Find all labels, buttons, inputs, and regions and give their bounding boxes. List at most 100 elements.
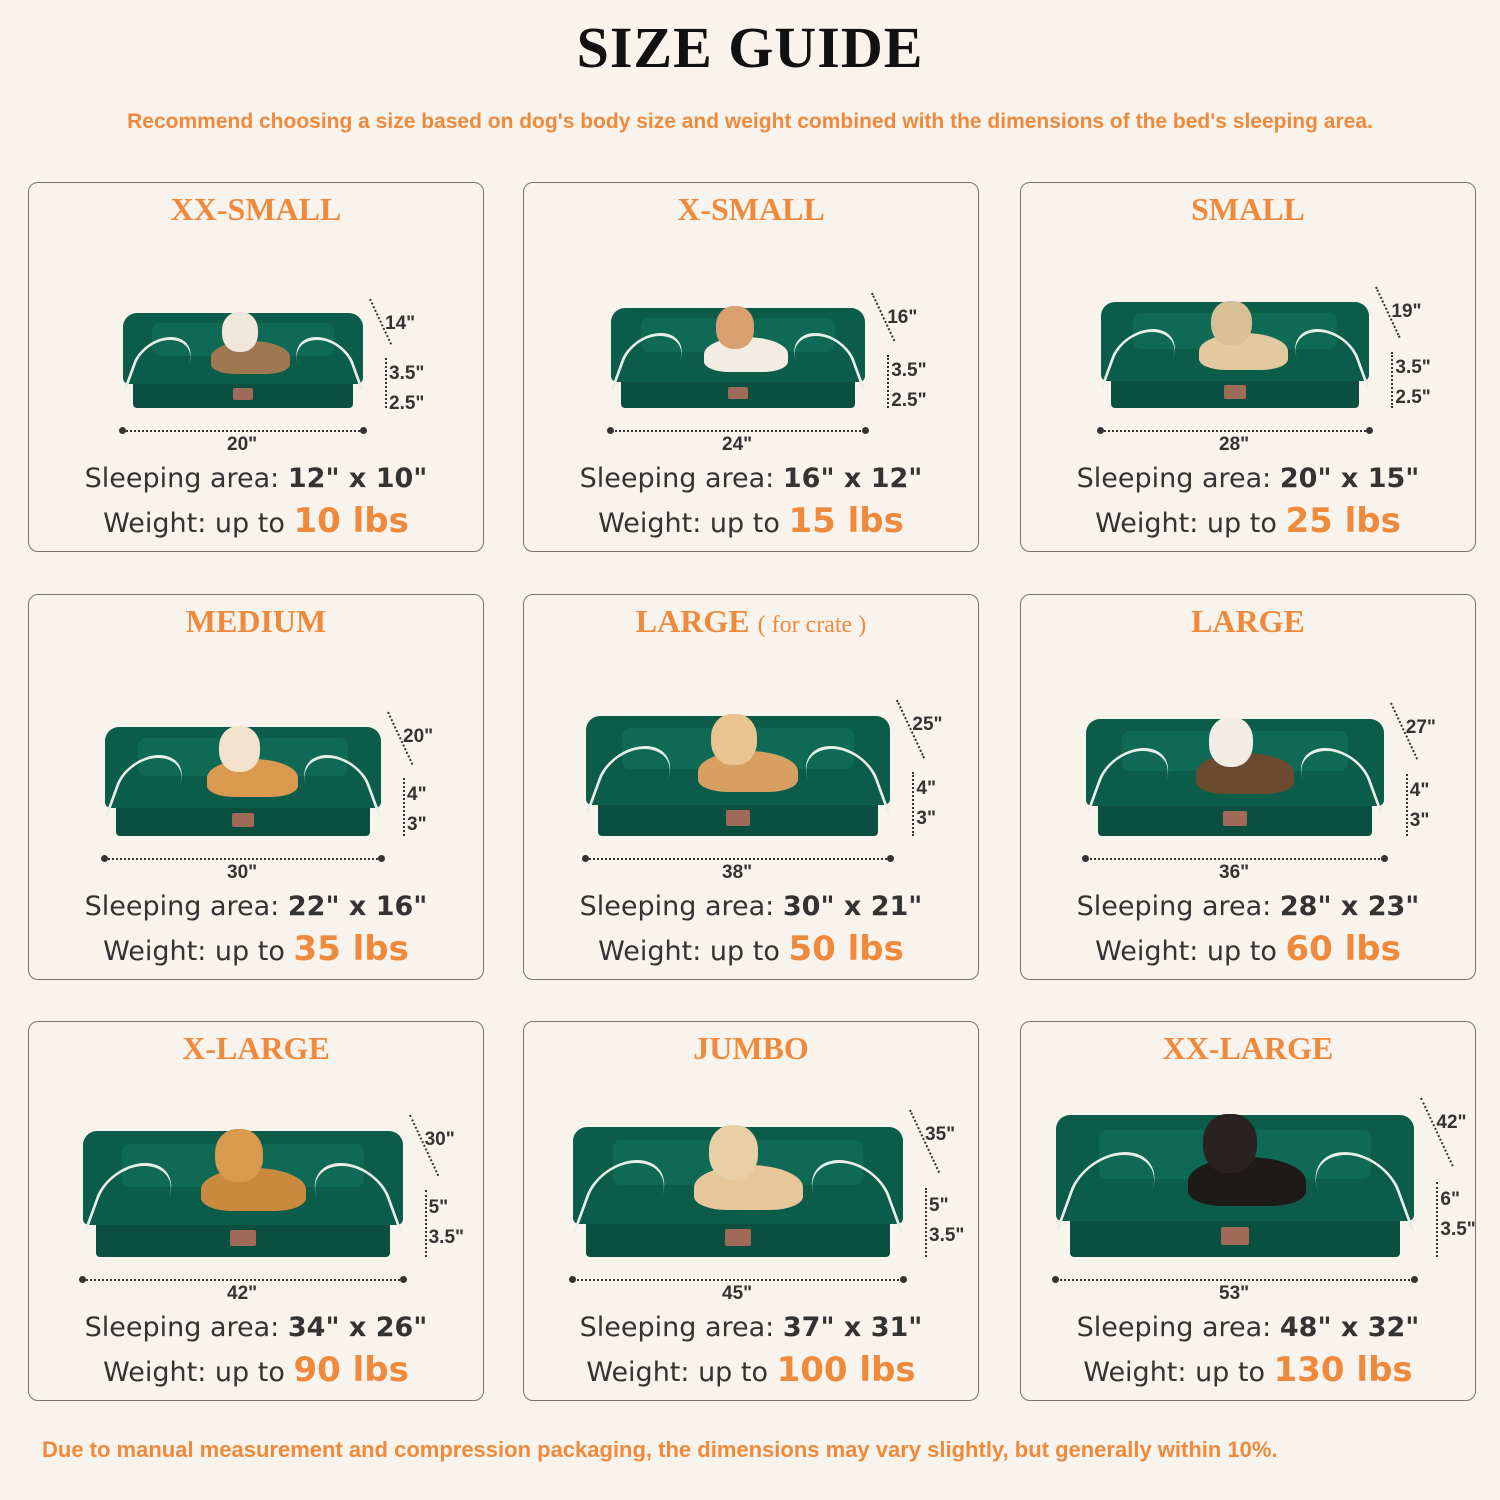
dog-image	[1176, 288, 1294, 370]
depth-label: 42"	[1436, 1112, 1467, 1134]
logo-tag	[230, 1230, 256, 1247]
width-label: 30"	[227, 862, 258, 883]
top-height-label: 3.5"	[891, 359, 927, 381]
height-dimension-line	[424, 1189, 427, 1257]
logo-tag	[1223, 811, 1247, 826]
weight-limit: Weight: up to 15 lbs	[598, 501, 904, 541]
size-card: LARGE 27" 4" 3" 36" Sleeping area: 28" x…	[1020, 594, 1476, 980]
sleeping-area: Sleeping area: 37" x 31"	[579, 1312, 923, 1343]
depth-label: 30"	[424, 1128, 455, 1150]
size-card: SMALL 19" 3.5" 2.5" 28" Sleeping area: 2…	[1020, 182, 1476, 552]
width-dimension-line	[606, 427, 870, 434]
depth-label: 27"	[1405, 717, 1436, 738]
top-height-label: 3.5"	[389, 362, 425, 384]
bed-image	[104, 720, 382, 836]
top-height-label: 5"	[428, 1196, 449, 1218]
width-dimension-line	[581, 855, 895, 862]
sleeping-area: Sleeping area: 30" x 21"	[579, 891, 923, 922]
width-label: 42"	[227, 1283, 258, 1304]
size-name: LARGE	[1191, 603, 1305, 639]
size-card: XX-LARGE 42" 6" 3.5" 53" Sleeping area: …	[1020, 1021, 1476, 1401]
sleeping-area: Sleeping area: 20" x 15"	[1076, 463, 1420, 494]
width-dimension-line	[1096, 427, 1374, 434]
depth-label: 35"	[925, 1124, 956, 1146]
width-dimension-line	[569, 1276, 907, 1283]
size-card: LARGE ( for crate ) 25" 4" 3" 38" Sleepi…	[523, 594, 979, 980]
size-name: XX-SMALL	[170, 191, 342, 227]
width-dimension-line	[101, 855, 385, 862]
width-label: 20"	[227, 434, 258, 455]
sleeping-area: Sleeping area: 22" x 16"	[84, 891, 428, 922]
depth-label: 14"	[385, 313, 416, 335]
top-height-label: 4"	[916, 778, 936, 800]
weight-limit: Weight: up to 35 lbs	[103, 929, 409, 969]
logo-tag	[1220, 1226, 1250, 1245]
base-height-label: 3"	[1409, 809, 1430, 831]
base-height-label: 2.5"	[891, 389, 927, 411]
height-dimension-line	[887, 354, 890, 408]
height-dimension-line	[1436, 1181, 1439, 1257]
dog-image	[1156, 1097, 1314, 1206]
dog-image	[173, 1115, 313, 1212]
width-label: 53"	[1219, 1283, 1250, 1304]
height-dimension-line	[925, 1187, 927, 1257]
bed-image	[83, 1123, 403, 1257]
sleeping-area: Sleeping area: 12" x 10"	[84, 463, 428, 494]
bed-image	[122, 307, 364, 408]
logo-tag	[725, 810, 751, 826]
base-height-label: 3"	[916, 808, 936, 830]
base-height-label: 3.5"	[929, 1224, 965, 1246]
top-height-label: 6"	[1440, 1189, 1460, 1211]
top-height-label: 4"	[1409, 779, 1430, 801]
width-label: 36"	[1219, 862, 1250, 883]
footer-note: Due to manual measurement and compressio…	[42, 1437, 1278, 1462]
size-name: X-LARGE	[182, 1030, 330, 1066]
dog-image	[671, 700, 805, 793]
depth-label: 19"	[1391, 301, 1422, 323]
top-height-label: 4"	[407, 783, 427, 805]
sleeping-area: Sleeping area: 16" x 12"	[579, 463, 923, 494]
base-height-label: 2.5"	[389, 392, 425, 414]
size-name: SMALL	[1191, 191, 1305, 227]
depth-label: 20"	[403, 726, 434, 748]
sleeping-area: Sleeping area: 48" x 32"	[1076, 1312, 1420, 1343]
bed-image	[573, 1118, 903, 1257]
weight-limit: Weight: up to 25 lbs	[1095, 501, 1401, 541]
width-label: 45"	[722, 1283, 753, 1304]
base-height-label: 3.5"	[428, 1226, 465, 1248]
width-dimension-line	[1051, 1276, 1419, 1283]
logo-tag	[233, 387, 253, 400]
logo-tag	[724, 1229, 752, 1246]
bed-image	[1100, 295, 1370, 408]
logo-tag	[231, 812, 255, 827]
base-height-label: 3.5"	[1440, 1219, 1476, 1241]
bed-image	[1055, 1106, 1415, 1257]
size-card: MEDIUM 20" 4" 3" 30" Sleeping area: 22" …	[28, 594, 484, 980]
weight-limit: Weight: up to 60 lbs	[1095, 929, 1401, 969]
height-dimension-line	[912, 771, 915, 836]
weight-limit: Weight: up to 100 lbs	[586, 1350, 916, 1390]
bed-image	[1086, 711, 1384, 836]
bed-image	[585, 708, 891, 836]
weight-limit: Weight: up to 50 lbs	[598, 929, 904, 969]
bed-image	[610, 301, 866, 408]
width-label: 24"	[722, 434, 753, 455]
dog-image	[182, 713, 303, 797]
height-dimension-line	[1391, 351, 1394, 408]
top-height-label: 3.5"	[1395, 357, 1431, 379]
width-label: 28"	[1219, 434, 1250, 455]
sleeping-area: Sleeping area: 34" x 26"	[84, 1312, 428, 1343]
dog-image	[665, 1110, 810, 1210]
base-height-label: 3"	[407, 813, 427, 835]
width-label: 38"	[722, 862, 753, 883]
depth-label: 25"	[912, 713, 943, 735]
height-dimension-line	[385, 357, 387, 408]
page-subtitle: Recommend choosing a size based on dog's…	[127, 110, 1373, 133]
logo-tag	[727, 386, 749, 400]
base-height-label: 2.5"	[1395, 387, 1431, 409]
sleeping-area: Sleeping area: 28" x 23"	[1076, 891, 1420, 922]
size-card: XX-SMALL 14" 3.5" 2.5" 20" Sleeping area…	[28, 182, 484, 552]
size-name: XX-LARGE	[1162, 1030, 1334, 1066]
height-dimension-line	[403, 778, 405, 836]
dog-image	[1170, 704, 1301, 794]
